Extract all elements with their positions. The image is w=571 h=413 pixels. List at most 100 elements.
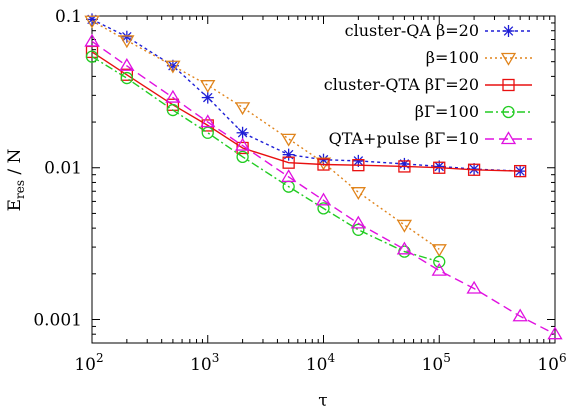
data-point-triangle-down <box>234 102 251 116</box>
data-point-triangle-down <box>119 35 135 49</box>
legend-entry-1: cluster-QA β=20 <box>345 21 532 40</box>
data-point-triangle-up <box>512 308 528 322</box>
x-tick-label-base: 10 <box>190 355 212 375</box>
data-point-star <box>502 25 515 37</box>
data-point-circle <box>201 126 214 139</box>
x-tick-label-exponent: 2 <box>96 351 104 365</box>
x-tick-label-base: 10 <box>537 355 559 375</box>
data-point-triangle-up <box>466 280 482 294</box>
series-5 <box>84 33 563 340</box>
data-point-star-stroke <box>503 26 514 36</box>
data-point-triangle-up <box>84 33 100 47</box>
legend-label: β=100 <box>426 48 479 67</box>
data-point-circle <box>352 223 365 236</box>
data-point-triangle-up <box>119 57 135 71</box>
legend-entry-5: QTA+pulse βΓ=10 <box>329 129 532 148</box>
x-tick-label-exponent: 5 <box>443 351 451 365</box>
data-point-triangle-up <box>500 131 517 145</box>
data-point-square <box>352 159 365 172</box>
data-point-star-stroke <box>237 128 248 138</box>
data-point-square <box>282 156 295 169</box>
data-point-star <box>236 126 249 139</box>
y-axis-label: Eres / N <box>5 148 27 211</box>
data-point-star-stroke <box>353 156 364 166</box>
data-point-star <box>120 30 133 43</box>
x-tick-label: 104 <box>306 351 336 375</box>
x-tick-label-exponent: 4 <box>328 351 336 365</box>
data-point-square <box>514 164 527 178</box>
data-point-square <box>433 161 446 174</box>
series-line <box>91 20 440 250</box>
data-point-triangle-down <box>396 219 413 233</box>
y-tick-label: 0.1 <box>55 7 82 27</box>
data-point-circle <box>433 255 446 268</box>
data-point-circle <box>236 150 249 163</box>
legend-label: βΓ=100 <box>415 102 479 121</box>
data-point-triangle-down <box>431 244 447 258</box>
data-point-triangle-down <box>200 80 216 93</box>
y-tick-label: 0.01 <box>44 159 82 179</box>
legend: cluster-QA β=20 β=100 cluster-QTA βΓ=20 βΓ=… <box>324 21 532 148</box>
legend-entry-2: β=100 <box>426 48 532 67</box>
x-tick-label-exponent: 3 <box>212 351 220 365</box>
data-point-triangle-down <box>165 60 181 74</box>
data-point-triangle-up <box>281 169 297 183</box>
data-point-triangle-down <box>84 15 100 29</box>
legend-entry-4: βΓ=100 <box>415 102 532 121</box>
x-tick-label-base: 10 <box>306 355 328 375</box>
data-point-square <box>317 158 330 171</box>
x-tick-label-exponent: 6 <box>559 351 567 365</box>
data-point-star <box>468 163 481 176</box>
data-point-circle <box>502 105 515 119</box>
y-axis-label-main: E <box>5 199 25 211</box>
data-point-triangle-up <box>350 215 366 229</box>
data-point-triangle-down <box>281 133 297 147</box>
legend-label: cluster-QTA βΓ=20 <box>324 75 479 94</box>
data-point-triangle-down <box>350 187 366 200</box>
data-point-circle <box>317 202 330 215</box>
data-point-star <box>201 91 214 104</box>
y-tick-label: 0.001 <box>33 310 82 330</box>
data-point-star-stroke <box>469 164 479 174</box>
legend-label: cluster-QA β=20 <box>345 21 479 40</box>
data-point-star <box>282 148 295 161</box>
data-point-triangle-up <box>315 192 332 206</box>
legend-label: QTA+pulse βΓ=10 <box>329 129 479 148</box>
x-tick-label-base: 10 <box>422 355 444 375</box>
x-tick-label: 105 <box>422 351 451 375</box>
series-line <box>91 18 521 172</box>
x-tick-label: 102 <box>74 351 103 375</box>
series-line <box>91 56 440 263</box>
data-point-star-stroke <box>202 92 213 103</box>
plot-frame <box>91 15 556 344</box>
data-point-triangle-up <box>200 114 216 128</box>
data-point-triangle-up <box>396 241 413 255</box>
data-point-square <box>467 163 481 176</box>
data-point-star <box>398 157 411 170</box>
data-point-star-stroke <box>318 154 329 165</box>
legend-entry-3: cluster-QTA βΓ=20 <box>324 75 532 94</box>
data-point-triangle-up <box>234 137 251 151</box>
data-point-circle <box>120 71 133 85</box>
series-2 <box>84 15 447 258</box>
x-tick-label: 106 <box>537 351 566 375</box>
series-line <box>91 40 556 335</box>
data-point-star-stroke <box>122 31 132 42</box>
data-point-circle <box>166 103 180 117</box>
y-axis-label-sub: res <box>13 180 27 199</box>
series-layer <box>84 13 563 340</box>
y-axis-label-rest: / N <box>5 148 25 180</box>
data-point-triangle-up <box>547 326 563 340</box>
data-point-square <box>398 160 411 173</box>
data-point-triangle-down <box>500 52 517 66</box>
x-axis-label: τ <box>318 391 327 411</box>
data-point-triangle-up <box>431 262 447 276</box>
x-tick-label: 103 <box>190 351 219 375</box>
data-point-star-stroke <box>434 161 445 172</box>
data-point-circle <box>85 50 99 63</box>
data-point-square <box>502 78 515 92</box>
x-tick-label-base: 10 <box>74 355 96 375</box>
data-point-triangle-up <box>165 89 181 103</box>
